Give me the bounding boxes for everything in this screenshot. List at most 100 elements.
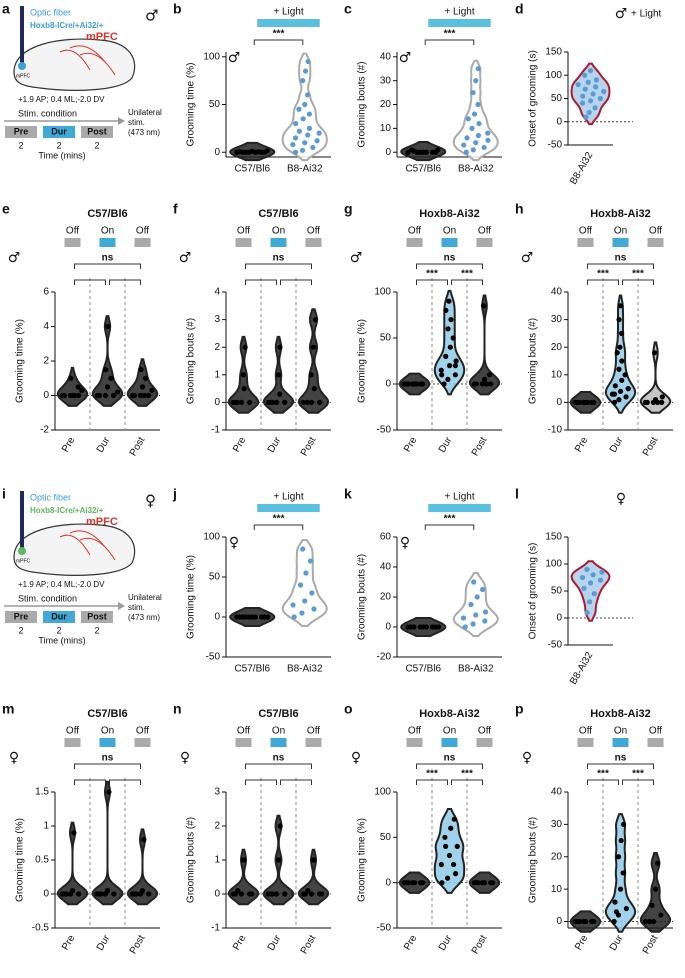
data-point — [105, 323, 111, 330]
data-point — [110, 392, 117, 399]
data-point — [290, 602, 296, 608]
y-tick-label: 20 — [551, 851, 563, 862]
x-tick-label: Dur — [437, 933, 455, 953]
duration: 2 — [56, 625, 61, 635]
data-point — [475, 880, 481, 886]
data-point — [470, 147, 476, 153]
panel-letter: e — [2, 201, 10, 217]
significance: *** — [632, 769, 644, 780]
bracket — [245, 763, 312, 769]
data-point — [302, 68, 309, 74]
y-axis-label: Grooming time (%) — [357, 319, 368, 403]
data-point — [63, 891, 69, 897]
data-point — [316, 130, 322, 136]
data-point — [587, 580, 594, 586]
mouse-line: Hoxb8-ICre/+Ai32/+ — [30, 506, 104, 515]
sex-symbol: ♀ — [616, 491, 626, 507]
data-point — [473, 381, 479, 387]
stim-box — [134, 738, 151, 747]
y-tick-label: 50 — [380, 333, 392, 344]
data-point — [249, 891, 255, 897]
y-tick-label: 20 — [380, 99, 392, 110]
data-point — [242, 344, 248, 350]
data-point — [138, 367, 144, 373]
panel-letter: a — [2, 1, 10, 17]
stim-box — [99, 238, 116, 247]
phase-label: Dur — [51, 611, 67, 621]
data-point — [650, 918, 657, 925]
significance: *** — [597, 769, 609, 780]
coordinates: +1.9 AP; 0.4 ML;-2.0 DV — [18, 580, 105, 589]
data-point — [651, 350, 658, 356]
region-small: mPFC — [16, 558, 31, 564]
data-point — [482, 609, 489, 615]
data-point — [317, 399, 323, 405]
data-point — [319, 891, 325, 897]
x-tick-label: Post — [641, 933, 661, 956]
data-point — [481, 144, 487, 151]
violin — [570, 62, 611, 126]
panel-letter: k — [344, 486, 352, 502]
data-point — [308, 891, 315, 897]
significance: *** — [632, 269, 644, 280]
data-point — [305, 888, 311, 894]
x-tick-label: Pre — [231, 933, 249, 952]
data-point — [302, 598, 308, 604]
stim-label: Off — [237, 226, 250, 237]
bracket — [424, 39, 475, 45]
data-point — [611, 391, 618, 397]
x-tick-label: B8-Ai32 — [287, 664, 323, 675]
data-point — [240, 372, 247, 378]
data-point — [142, 375, 149, 381]
violin — [126, 358, 159, 407]
data-point — [612, 899, 618, 905]
panel-letter: o — [344, 701, 353, 717]
stim-label: On — [614, 726, 627, 737]
y-tick-label: 10 — [551, 369, 563, 380]
data-point — [601, 88, 607, 95]
chart-title: C57/Bl6 — [258, 708, 298, 720]
data-point — [414, 149, 420, 155]
phase-label: Pre — [14, 611, 29, 621]
data-point — [479, 381, 486, 387]
light-bar — [257, 19, 320, 27]
data-point — [304, 399, 310, 405]
data-point — [620, 870, 626, 876]
panel-letter: j — [172, 486, 177, 502]
data-point — [269, 399, 275, 405]
violin — [297, 308, 330, 414]
data-point — [312, 317, 319, 323]
bracket — [424, 524, 475, 530]
data-point — [591, 918, 597, 925]
y-tick-label: 6 — [43, 287, 49, 298]
stim-label: Off — [66, 726, 79, 737]
stim-site — [18, 62, 26, 70]
y-tick-label: 0 — [43, 889, 49, 900]
data-point — [290, 141, 296, 148]
chart-title: Hoxb8-Ai32 — [590, 708, 651, 720]
y-tick-label: -50 — [377, 425, 392, 436]
y-tick-label: 0 — [556, 116, 562, 127]
data-point — [141, 837, 147, 843]
brain-region — [79, 537, 116, 561]
y-tick-label: 50 — [380, 832, 392, 843]
y-tick-label: 30 — [551, 819, 563, 830]
stim-box — [441, 738, 458, 747]
x-tick-label: B8-Ai32 — [458, 164, 494, 175]
phase-box — [81, 611, 113, 623]
stim-box — [305, 238, 322, 247]
y-tick-label: 100 — [545, 559, 562, 570]
phase-box — [5, 611, 37, 623]
y-tick-label: -10 — [548, 425, 563, 436]
data-point — [644, 399, 650, 405]
y-axis-label: Grooming bouts (#) — [357, 554, 368, 640]
data-point — [282, 399, 288, 405]
data-point — [625, 386, 631, 392]
x-tick-label: Post — [470, 933, 490, 956]
y-axis-label: Grooming time (%) — [186, 63, 197, 147]
data-point — [305, 132, 311, 138]
x-tick-label: Post — [299, 435, 319, 458]
phase-box — [5, 126, 37, 138]
x-tick-label: Dur — [95, 435, 113, 455]
data-point — [475, 66, 481, 72]
